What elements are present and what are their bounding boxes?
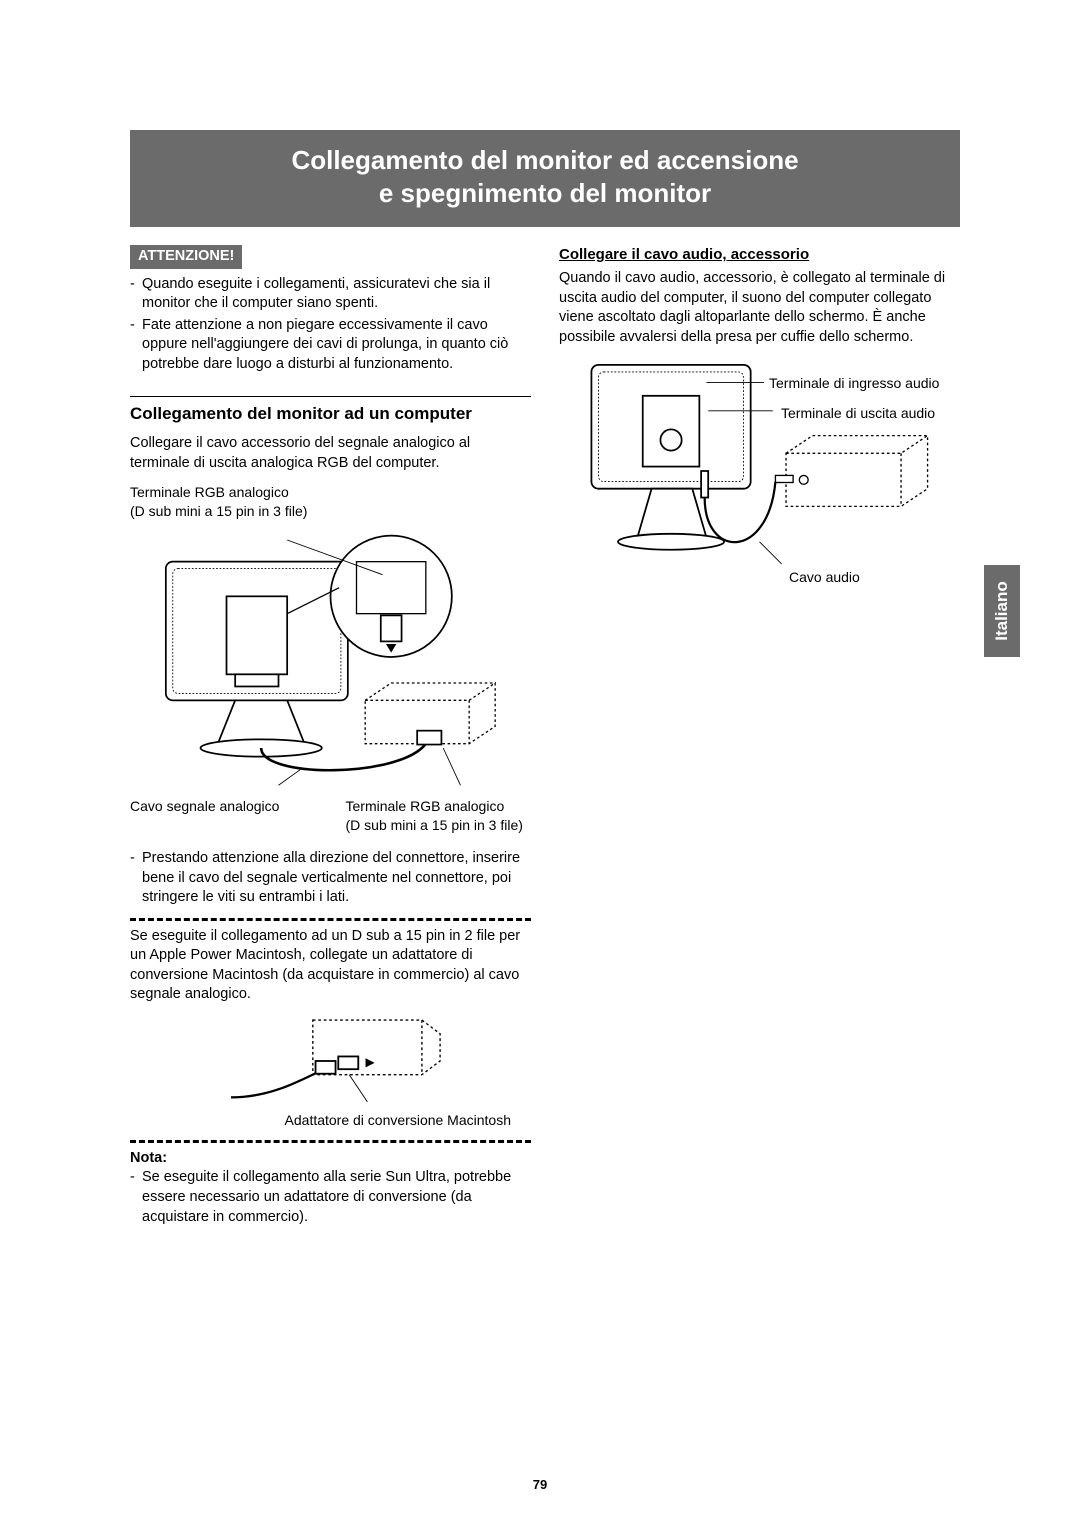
left-column: ATTENZIONE! -Quando eseguite i collegame… bbox=[130, 245, 531, 1229]
nota-label: Nota: bbox=[130, 1149, 531, 1169]
audio-heading: Collegare il cavo audio, accessorio bbox=[559, 245, 960, 265]
right-column: Collegare il cavo audio, accessorio Quan… bbox=[559, 245, 960, 1229]
audio-caption: Cavo audio bbox=[789, 568, 860, 587]
diagram1-top-callout: Terminale RGB analogico (D sub mini a 15… bbox=[130, 483, 531, 521]
caption-cable: Cavo segnale analogico bbox=[130, 797, 316, 835]
title-line-2: e spegnimento del monitor bbox=[150, 177, 940, 210]
title-line-1: Collegamento del monitor ed accensione bbox=[150, 144, 940, 177]
mac-adapter-caption: Adattatore di conversione Macintosh bbox=[130, 1111, 531, 1130]
section-heading: Collegamento del monitor ad un computer bbox=[130, 403, 531, 426]
mac-note: Se eseguite il collegamento ad un D sub … bbox=[130, 927, 531, 1005]
attention-item: -Quando eseguite i collegamenti, assicur… bbox=[130, 275, 531, 314]
language-tab: Italiano bbox=[984, 565, 1020, 657]
dashed-divider bbox=[130, 918, 531, 921]
caption-terminal: Terminale RGB analogico (D sub mini a 15… bbox=[346, 797, 532, 835]
diagram-mac-adapter: Adattatore di conversione Macintosh bbox=[130, 1011, 531, 1130]
attention-badge: ATTENZIONE! bbox=[130, 245, 242, 269]
attention-item: -Fate attenzione a non piegare eccessiva… bbox=[130, 316, 531, 375]
page-number: 79 bbox=[0, 1477, 1080, 1492]
diagram1-captions: Cavo segnale analogico Terminale RGB ana… bbox=[130, 797, 531, 835]
instruction-bullet: -Prestando attenzione alla direzione del… bbox=[130, 849, 531, 908]
section-intro: Collegare il cavo accessorio del segnale… bbox=[130, 434, 531, 473]
nota-bullet: -Se eseguite il collegamento alla serie … bbox=[130, 1168, 531, 1227]
page-title-bar: Collegamento del monitor ed accensione e… bbox=[130, 130, 960, 227]
divider bbox=[130, 396, 531, 397]
audio-callout-mid: Terminale di uscita audio bbox=[781, 404, 935, 423]
diagram-monitor-rgb bbox=[130, 527, 531, 787]
dashed-divider bbox=[130, 1140, 531, 1143]
language-tab-label: Italiano bbox=[992, 581, 1012, 641]
audio-callout-top: Terminale di ingresso audio bbox=[769, 374, 939, 393]
audio-body: Quando il cavo audio, accessorio, è coll… bbox=[559, 269, 960, 347]
